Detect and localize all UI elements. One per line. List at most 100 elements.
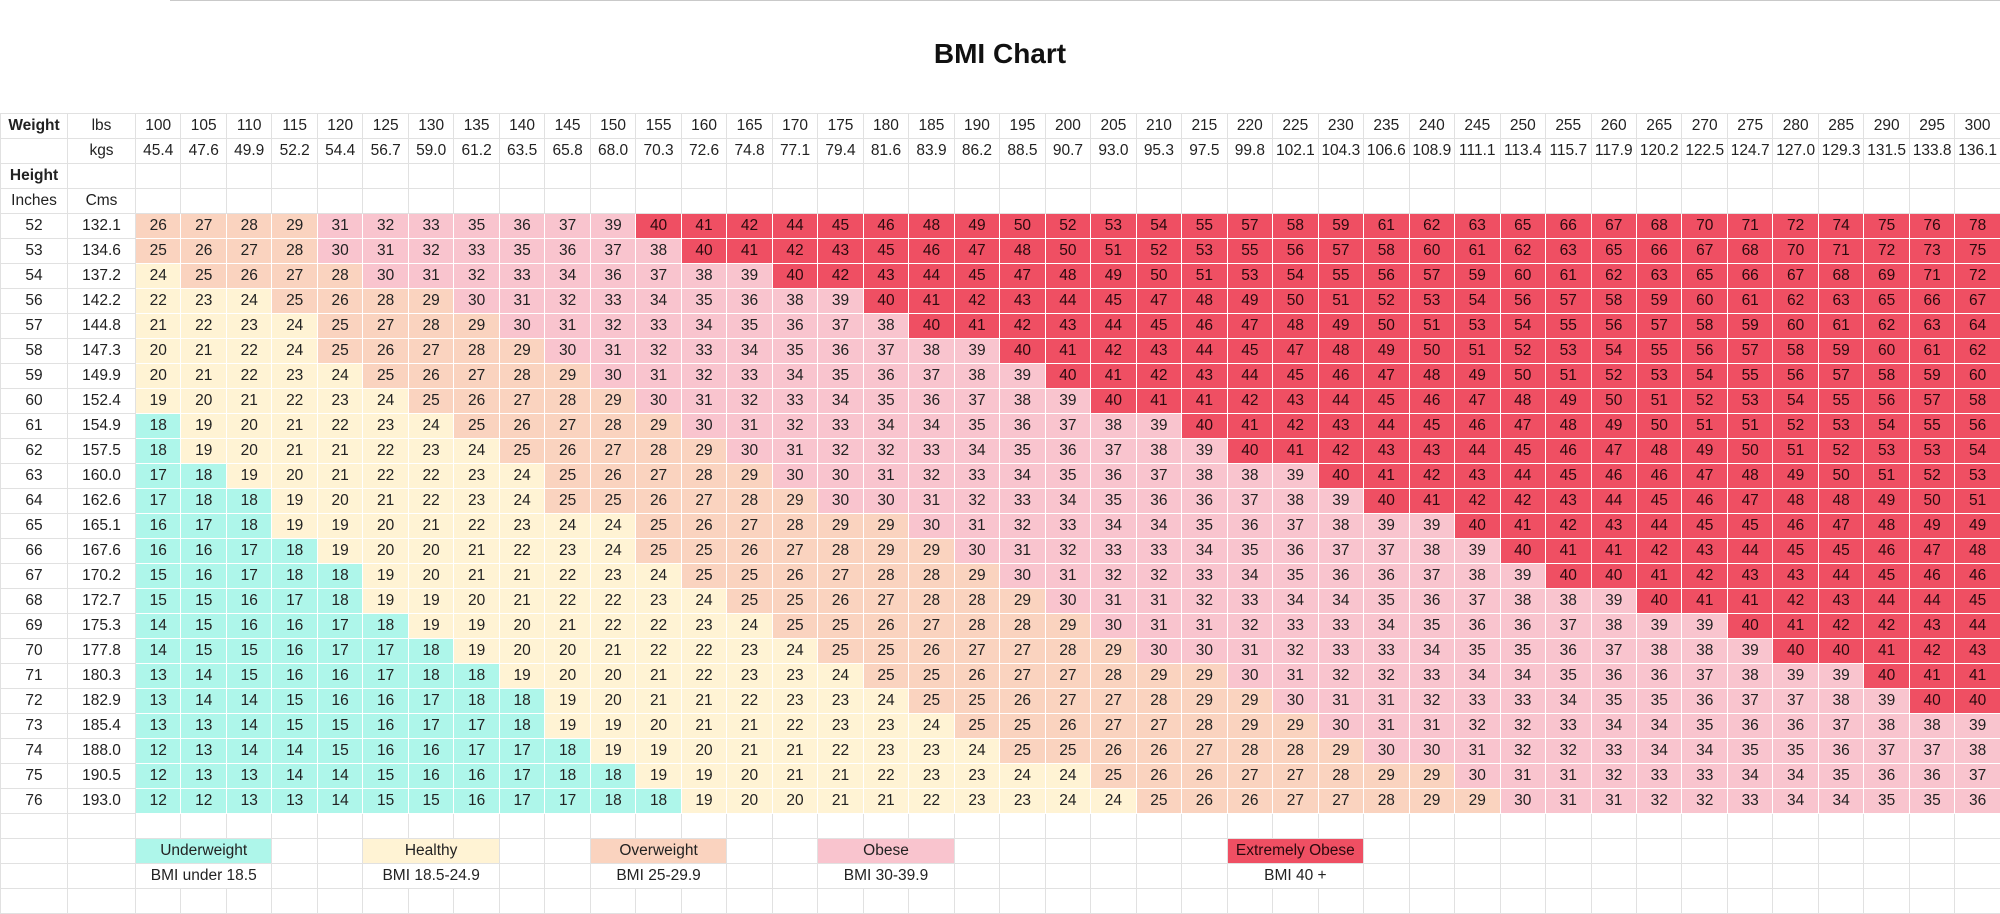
empty-cell <box>1909 164 1954 189</box>
bmi-cell: 43 <box>1182 364 1227 389</box>
empty-cell <box>1864 164 1909 189</box>
bmi-cell: 30 <box>454 289 499 314</box>
bmi-cell: 16 <box>454 764 499 789</box>
bmi-cell: 34 <box>1727 764 1772 789</box>
bmi-cell: 24 <box>818 664 863 689</box>
bmi-cell: 34 <box>1091 514 1136 539</box>
bmi-cell: 50 <box>1364 314 1409 339</box>
empty-cell <box>499 839 544 864</box>
bmi-cell: 35 <box>818 364 863 389</box>
bmi-cell: 24 <box>590 514 635 539</box>
bmi-cell: 15 <box>226 664 271 689</box>
bmi-cell: 24 <box>499 489 544 514</box>
empty-cell <box>590 164 635 189</box>
lbs-header-cell: 260 <box>1591 114 1636 139</box>
bmi-cell: 26 <box>681 514 726 539</box>
bmi-cell: 23 <box>863 739 908 764</box>
bmi-cell: 48 <box>1500 389 1545 414</box>
empty-cell <box>818 189 863 214</box>
bmi-cell: 35 <box>1000 439 1045 464</box>
bmi-cell: 62 <box>1773 289 1818 314</box>
empty-cell <box>1045 839 1090 864</box>
empty-cell <box>818 889 863 914</box>
bmi-cell: 17 <box>408 714 453 739</box>
empty-cell <box>727 814 772 839</box>
bmi-cell: 25 <box>272 289 317 314</box>
bmi-cell: 34 <box>636 289 681 314</box>
bmi-cell: 46 <box>1682 489 1727 514</box>
bmi-cell: 21 <box>499 564 544 589</box>
bmi-cell: 22 <box>408 489 453 514</box>
empty-cell <box>1682 164 1727 189</box>
height-inches-cell: 54 <box>1 264 68 289</box>
bmi-cell: 42 <box>1136 364 1181 389</box>
empty-cell <box>1909 864 1954 889</box>
bmi-cell: 22 <box>636 639 681 664</box>
bmi-cell: 38 <box>1591 614 1636 639</box>
height-inches-cell: 66 <box>1 539 68 564</box>
bmi-cell: 65 <box>1864 289 1909 314</box>
empty-cell <box>1682 814 1727 839</box>
bmi-cell: 42 <box>1273 414 1318 439</box>
bmi-cell: 19 <box>272 514 317 539</box>
bmi-cell: 37 <box>1364 539 1409 564</box>
empty-cell <box>1591 889 1636 914</box>
empty-cell <box>226 189 271 214</box>
bmi-cell: 41 <box>1409 489 1454 514</box>
bmi-cell: 25 <box>727 589 772 614</box>
bmi-cell: 35 <box>1364 589 1409 614</box>
bmi-cell: 35 <box>772 339 817 364</box>
bmi-cell: 66 <box>1636 239 1681 264</box>
empty-cell <box>499 814 544 839</box>
bmi-cell: 28 <box>954 614 999 639</box>
empty-cell <box>68 864 136 889</box>
bmi-cell: 30 <box>772 464 817 489</box>
bmi-cell: 31 <box>1318 689 1363 714</box>
empty-cell <box>1500 814 1545 839</box>
bmi-cell: 36 <box>818 339 863 364</box>
bmi-cell: 29 <box>636 414 681 439</box>
empty-cell <box>1818 814 1863 839</box>
bmi-cell: 37 <box>545 214 590 239</box>
bmi-cell: 45 <box>1227 339 1272 364</box>
bmi-cell: 57 <box>1909 389 1954 414</box>
empty-cell <box>1864 814 1909 839</box>
bmi-cell: 25 <box>818 639 863 664</box>
bmi-cell: 39 <box>1864 689 1909 714</box>
bmi-cell: 27 <box>226 239 271 264</box>
bmi-cell: 40 <box>1227 439 1272 464</box>
bmi-cell: 34 <box>1636 714 1681 739</box>
bmi-cell: 33 <box>454 239 499 264</box>
empty-cell <box>727 889 772 914</box>
bmi-cell: 32 <box>1091 564 1136 589</box>
empty-cell <box>909 164 954 189</box>
bmi-cell: 39 <box>1773 664 1818 689</box>
bmi-cell: 25 <box>1136 789 1181 814</box>
lbs-header-cell: 165 <box>727 114 772 139</box>
empty-cell <box>1364 839 1409 864</box>
bmi-cell: 46 <box>1636 464 1681 489</box>
bmi-cell: 27 <box>1091 714 1136 739</box>
bmi-cell: 18 <box>499 714 544 739</box>
bmi-cell: 16 <box>317 689 362 714</box>
empty-cell <box>1636 164 1681 189</box>
bmi-cell: 44 <box>1455 439 1500 464</box>
bmi-cell: 43 <box>1955 639 2000 664</box>
empty-cell <box>408 164 453 189</box>
height-inches-cell: 74 <box>1 739 68 764</box>
empty-cell <box>226 889 271 914</box>
bmi-cell: 57 <box>1227 214 1272 239</box>
bmi-cell: 30 <box>1500 789 1545 814</box>
bmi-cell: 31 <box>1273 664 1318 689</box>
bmi-cell: 24 <box>226 289 271 314</box>
bmi-cell: 21 <box>772 739 817 764</box>
kgs-header-cell: 120.2 <box>1636 139 1681 164</box>
bmi-cell: 18 <box>317 589 362 614</box>
lbs-header-cell: 130 <box>408 114 453 139</box>
bmi-cell: 36 <box>1727 714 1772 739</box>
empty-cell <box>1773 864 1818 889</box>
bmi-cell: 40 <box>1818 639 1863 664</box>
bmi-cell: 30 <box>954 539 999 564</box>
empty-cell <box>454 189 499 214</box>
